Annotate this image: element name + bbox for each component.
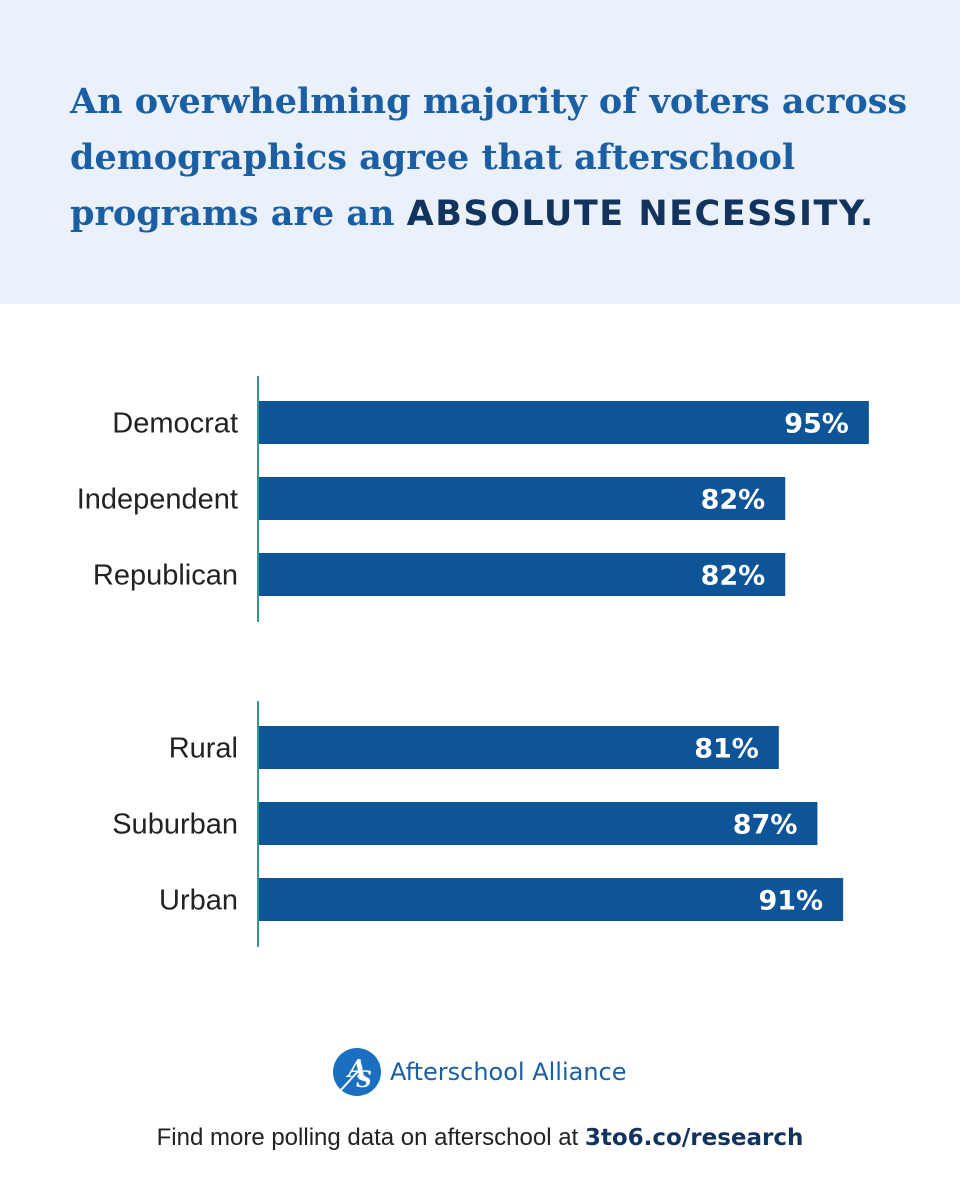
- category-label-independent: Independent: [77, 484, 238, 516]
- value-label-rural: 81%: [694, 734, 759, 765]
- footer-note-text: Find more polling data on afterschool at: [156, 1124, 585, 1151]
- value-label-republican: 82%: [701, 561, 766, 592]
- value-label-independent: 82%: [701, 485, 766, 516]
- value-label-democrat: 95%: [784, 409, 849, 440]
- logo-text: Afterschool Alliance: [390, 1058, 627, 1086]
- category-label-democrat: Democrat: [112, 408, 238, 440]
- bar-republican: [258, 553, 786, 596]
- afterschool-alliance-logo-icon: A S: [333, 1048, 381, 1096]
- headline-text: An overwhelming majority of voters acros…: [70, 81, 908, 234]
- bar-rural: [258, 726, 779, 769]
- svg-text:S: S: [356, 1067, 372, 1093]
- bar-urban: [258, 878, 844, 921]
- research-link[interactable]: 3to6.co/research: [584, 1125, 804, 1151]
- value-label-suburban: 87%: [733, 810, 798, 841]
- bar-democrat: [258, 401, 869, 444]
- bar-suburban: [258, 802, 818, 845]
- headline: An overwhelming majority of voters acros…: [70, 74, 910, 242]
- footer-note: Find more polling data on afterschool at…: [0, 1124, 960, 1152]
- bar-independent: [258, 477, 786, 520]
- category-label-urban: Urban: [159, 885, 238, 917]
- svg-text:A: A: [346, 1054, 367, 1083]
- value-label-urban: 91%: [758, 886, 823, 917]
- afterschool-alliance-logo[interactable]: A S Afterschool Alliance: [332, 1043, 632, 1101]
- category-label-rural: Rural: [169, 733, 238, 765]
- headline-emphasis: ABSOLUTE NECESSITY.: [406, 194, 875, 234]
- category-label-suburban: Suburban: [112, 809, 238, 841]
- header-banner: An overwhelming majority of voters acros…: [0, 0, 960, 304]
- category-label-republican: Republican: [93, 560, 238, 592]
- bar-chart: Democrat 95% Independent 82% Republican 82% Ru…: [77, 376, 869, 947]
